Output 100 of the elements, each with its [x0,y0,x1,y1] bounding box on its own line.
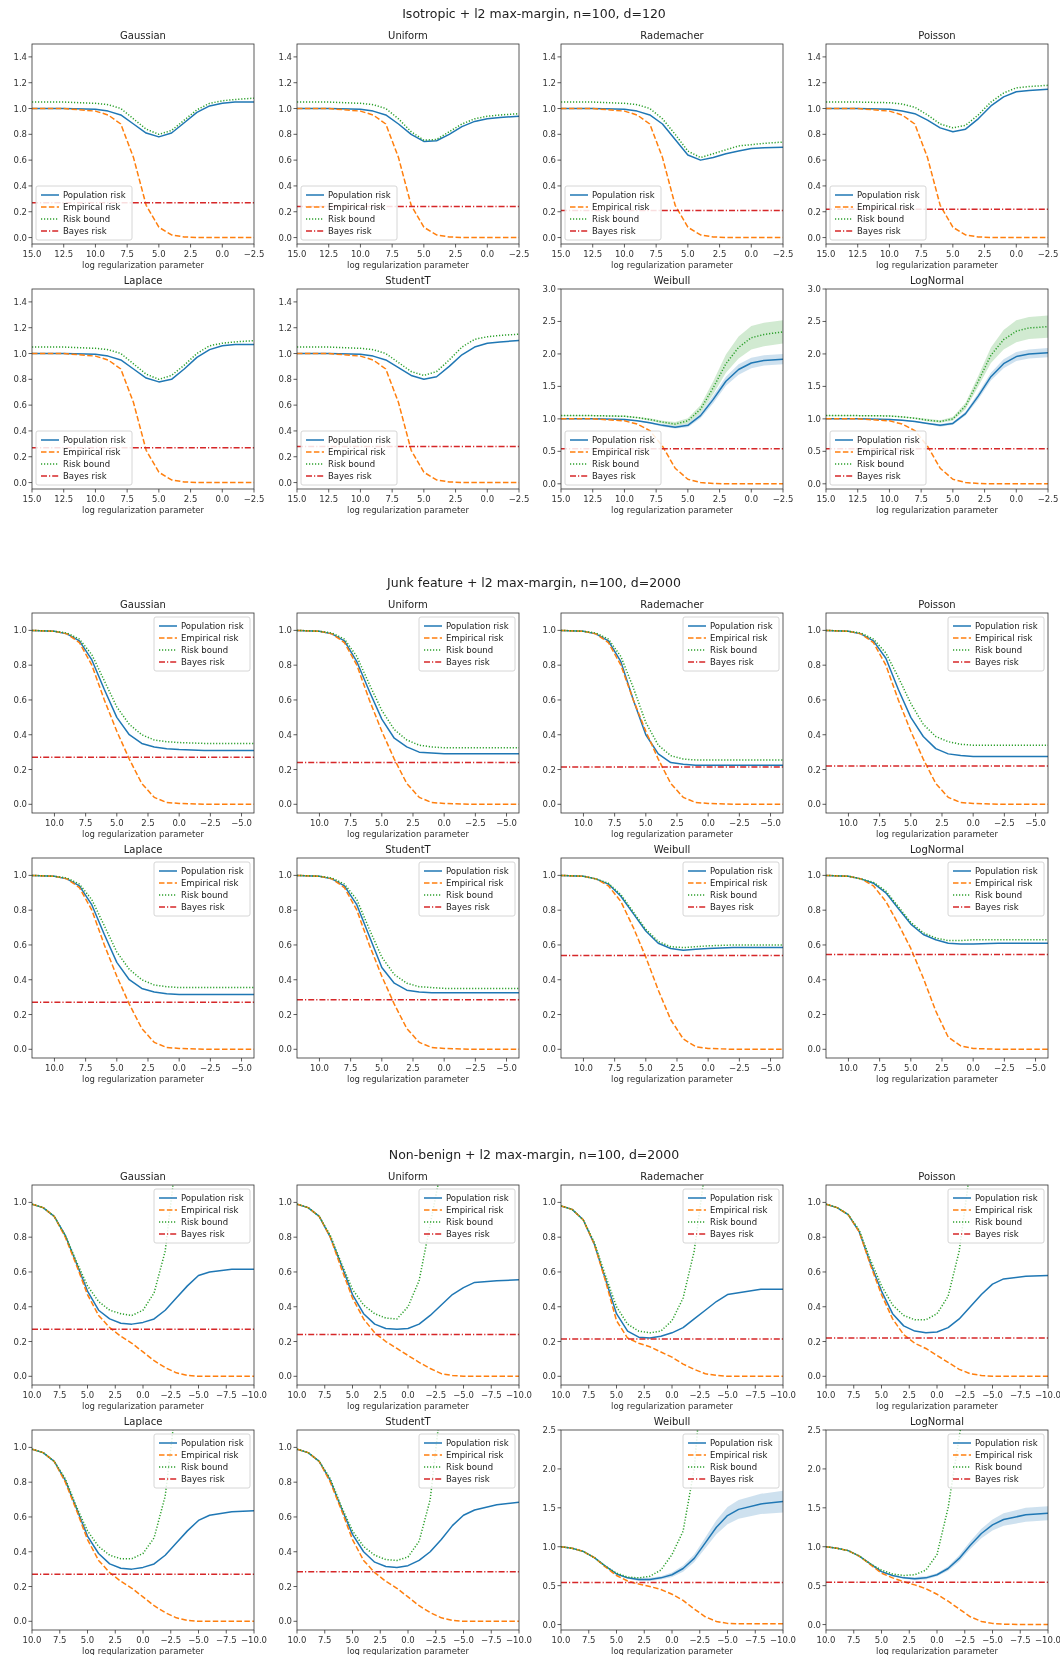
y-tick-label: 1.0 [13,348,27,359]
x-axis-title: log regularization parameter [82,1074,205,1084]
chart-title: LogNormal [909,844,965,855]
legend-label: Bayes risk [446,657,490,667]
x-tick-label: 7.5 [846,1390,861,1400]
y-tick-label: 0.4 [13,425,27,436]
line-series [32,629,254,806]
legend-label: Population risk [710,621,773,631]
legend-label: Risk bound [446,1217,494,1227]
legend-label: Bayes risk [446,1474,490,1484]
y-tick-label: 1.0 [278,1197,292,1208]
legend-label: Empirical risk [975,1450,1033,1460]
y-tick-label: 1.0 [807,1541,821,1552]
line-series [826,418,1048,485]
x-tick-label: 2.5 [141,818,155,828]
x-tick-label: 12.5 [583,249,603,259]
y-tick-label: 0.0 [542,1619,556,1630]
legend-label: Risk bound [710,890,758,900]
x-axis-title: log regularization parameter [611,505,734,515]
y-tick-label: 1.0 [13,1442,27,1453]
x-axis-title: log regularization parameter [347,260,470,270]
y-tick-label: 0.8 [542,905,556,916]
x-tick-label: 12.5 [848,494,868,504]
x-tick-label: 10.0 [287,1635,307,1645]
line-series [32,874,254,1051]
x-tick-label: 5.0 [345,1635,360,1645]
y-tick-label: 0.6 [807,155,821,166]
legend-label: Risk bound [181,645,229,655]
y-tick-label: 1.0 [13,625,27,636]
legend-label: Bayes risk [857,471,901,481]
chart-title: StudentT [385,844,432,855]
chart-title: Poisson [918,1171,956,1182]
legend-label: Bayes risk [592,471,636,481]
line-series [32,107,254,239]
x-tick-label: 10.0 [816,1390,836,1400]
y-tick-label: 0.2 [807,206,821,217]
x-tick-label: 0.0 [401,1635,415,1645]
x-tick-label: 5.0 [681,249,695,259]
x-tick-label: 7.5 [649,494,663,504]
x-tick-label: 12.5 [54,249,74,259]
legend-label: Risk bound [63,214,111,224]
y-tick-label: 0.4 [13,974,27,985]
x-tick-label: 10.0 [350,249,370,259]
x-tick-label: 15.0 [287,494,307,504]
x-tick-label: 2.5 [141,1063,155,1073]
y-tick-label: 1.4 [542,51,556,62]
x-tick-label: 5.0 [375,1063,389,1073]
line-series [297,107,519,239]
x-tick-label: 7.5 [78,818,93,828]
legend-label: Population risk [592,190,655,200]
legend-label: Population risk [446,621,509,631]
x-tick-label: 15.0 [22,494,42,504]
x-tick-label: −5.0 [231,1063,252,1073]
x-tick-label: 2.5 [183,494,198,504]
y-tick-label: 0.8 [13,1232,27,1243]
y-tick-label: 1.0 [542,413,556,424]
line-series [297,1203,519,1378]
x-tick-label: 5.0 [639,1063,653,1073]
y-tick-label: 0.0 [278,799,292,810]
x-tick-label: 2.5 [406,818,420,828]
y-tick-label: 0.4 [278,180,292,191]
legend-label: Empirical risk [592,202,650,212]
chart-title: Laplace [123,844,163,855]
legend-label: Risk bound [710,1462,758,1472]
x-tick-label: −7.5 [1009,1635,1031,1645]
y-tick-label: 1.2 [13,322,27,333]
x-tick-label: 12.5 [319,494,339,504]
y-tick-label: 0.2 [807,1009,821,1020]
x-tick-label: −5.0 [496,1063,517,1073]
x-tick-label: 0.0 [701,818,715,828]
x-tick-label: −7.5 [744,1635,766,1645]
y-tick-label: 0.6 [542,155,556,166]
chart-title: StudentT [385,1416,432,1427]
x-tick-label: −7.5 [480,1635,502,1645]
legend-label: Population risk [857,435,920,445]
y-tick-label: 1.5 [807,381,821,392]
x-tick-label: −5.0 [453,1635,474,1645]
y-tick-label: 0.4 [807,180,821,191]
legend-label: Empirical risk [63,447,121,457]
x-tick-label: 5.0 [110,1063,124,1073]
legend-label: Risk bound [857,459,905,469]
y-tick-label: 0.0 [807,1619,821,1630]
x-tick-label: −5.0 [760,1063,781,1073]
x-tick-label: 10.0 [879,494,899,504]
y-tick-label: 0.8 [542,1232,556,1243]
x-tick-label: 0.0 [401,1390,415,1400]
y-tick-label: 0.2 [278,206,292,217]
y-tick-label: 0.6 [542,939,556,950]
y-tick-label: 0.4 [278,974,292,985]
line-series [561,107,783,239]
x-tick-label: 5.0 [417,249,431,259]
x-tick-label: 7.5 [872,818,887,828]
y-tick-label: 0.0 [278,477,292,488]
x-tick-label: −2.5 [160,1390,182,1400]
x-axis-title: log regularization parameter [347,1401,470,1411]
x-tick-label: 12.5 [319,249,339,259]
x-tick-label: 2.5 [448,494,463,504]
legend-label: Empirical risk [975,1205,1033,1215]
y-tick-label: 0.4 [278,1546,292,1557]
y-tick-label: 0.0 [13,1044,27,1055]
